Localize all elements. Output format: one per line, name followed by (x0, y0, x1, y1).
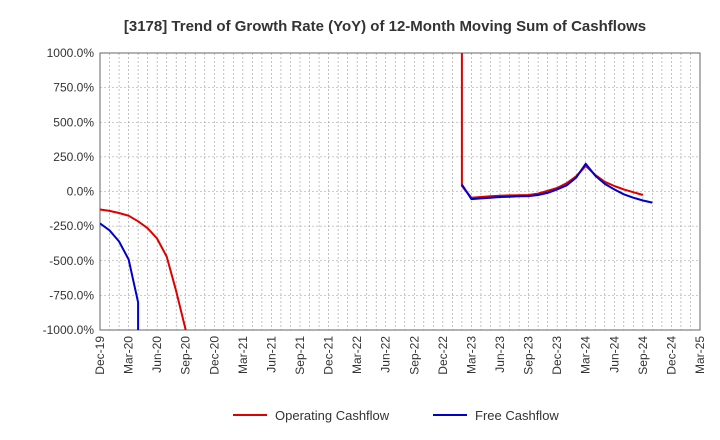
grid (100, 52, 700, 331)
x-tick-label: Mar-20 (122, 336, 136, 374)
x-tick-label: Jun-22 (379, 336, 393, 373)
plot-area (99, 52, 701, 331)
series-line-free-cashflow (100, 222, 140, 330)
y-tick-label: 1000.0% (47, 46, 95, 60)
x-tick-label: Mar-21 (236, 336, 250, 374)
x-tick-label: Sep-20 (179, 336, 193, 375)
x-tick-label: Jun-20 (150, 336, 164, 373)
x-tick-label: Dec-19 (93, 336, 107, 375)
legend: Operating Cashflow Free Cashflow (233, 408, 559, 423)
y-tick-label: 250.0% (53, 150, 94, 164)
series-layer (100, 53, 653, 330)
legend-label-operating-cashflow: Operating Cashflow (275, 408, 390, 423)
plot-border (99, 52, 701, 331)
legend-label-free-cashflow: Free Cashflow (475, 408, 559, 423)
x-tick-label: Dec-20 (207, 336, 221, 375)
y-tick-label: 750.0% (53, 81, 94, 95)
x-tick-label: Dec-21 (322, 336, 336, 375)
x-tick-label: Sep-21 (293, 336, 307, 375)
series-line-operating-cashflow (100, 208, 187, 330)
x-tick-label: Jun-21 (264, 336, 278, 373)
x-tick-label: Mar-25 (693, 336, 707, 374)
x-tick-label: Dec-22 (436, 336, 450, 375)
chart-title: [3178] Trend of Growth Rate (YoY) of 12-… (124, 18, 646, 35)
series-line-operating-cashflow (460, 53, 644, 199)
series-line-free-cashflow (461, 162, 653, 204)
y-tick-label: 0.0% (67, 185, 95, 199)
y-tick-label: -1000.0% (43, 323, 95, 337)
x-tick-label: Jun-23 (493, 336, 507, 373)
y-tick-label: -750.0% (49, 288, 94, 302)
y-axis: 1000.0% 750.0% 500.0% 250.0% 0.0% -250.0% -500… (43, 46, 95, 337)
y-tick-label: 500.0% (53, 115, 94, 129)
x-tick-label: Sep-24 (636, 336, 650, 375)
x-tick-label: Dec-23 (550, 336, 564, 375)
x-tick-label: Mar-24 (579, 336, 593, 374)
x-tick-label: Sep-23 (522, 336, 536, 375)
x-tick-label: Mar-22 (350, 336, 364, 374)
y-tick-label: -250.0% (49, 219, 94, 233)
x-tick-label: Jun-24 (607, 336, 621, 373)
y-tick-label: -500.0% (49, 254, 94, 268)
x-tick-label: Dec-24 (664, 336, 678, 375)
x-axis: Dec-19 Mar-20 Jun-20 Sep-20 Dec-20 Mar-21 Jun-… (93, 336, 707, 375)
x-tick-label: Mar-23 (464, 336, 478, 374)
x-tick-label: Sep-22 (407, 336, 421, 375)
